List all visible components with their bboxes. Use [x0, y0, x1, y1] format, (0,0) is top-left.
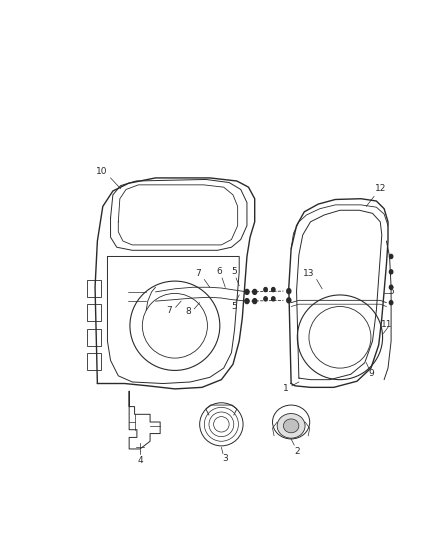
Circle shape: [389, 285, 393, 289]
Circle shape: [272, 297, 275, 301]
Ellipse shape: [277, 414, 305, 438]
Circle shape: [389, 270, 393, 274]
Text: 8: 8: [185, 308, 191, 317]
Text: 5: 5: [232, 302, 237, 311]
Text: 5: 5: [232, 268, 237, 276]
Circle shape: [389, 254, 393, 259]
Circle shape: [287, 298, 291, 303]
Ellipse shape: [283, 419, 299, 433]
Circle shape: [253, 298, 257, 304]
Text: 12: 12: [374, 184, 386, 193]
Text: 2: 2: [294, 447, 300, 456]
Circle shape: [389, 301, 393, 305]
Text: 7: 7: [166, 306, 172, 315]
Circle shape: [264, 297, 267, 301]
Circle shape: [253, 289, 257, 294]
Text: 11: 11: [381, 320, 392, 329]
Text: 6: 6: [216, 268, 222, 276]
Text: 5: 5: [389, 287, 394, 296]
Circle shape: [287, 289, 291, 294]
Circle shape: [245, 298, 249, 304]
Text: 13: 13: [303, 269, 314, 278]
Circle shape: [272, 287, 275, 292]
Text: 9: 9: [368, 369, 374, 378]
Circle shape: [264, 287, 267, 292]
Text: 4: 4: [137, 456, 143, 465]
Text: 7: 7: [195, 269, 201, 278]
Text: 3: 3: [223, 455, 228, 464]
Circle shape: [245, 289, 249, 294]
Text: 10: 10: [95, 167, 107, 176]
Text: 1: 1: [283, 384, 289, 393]
